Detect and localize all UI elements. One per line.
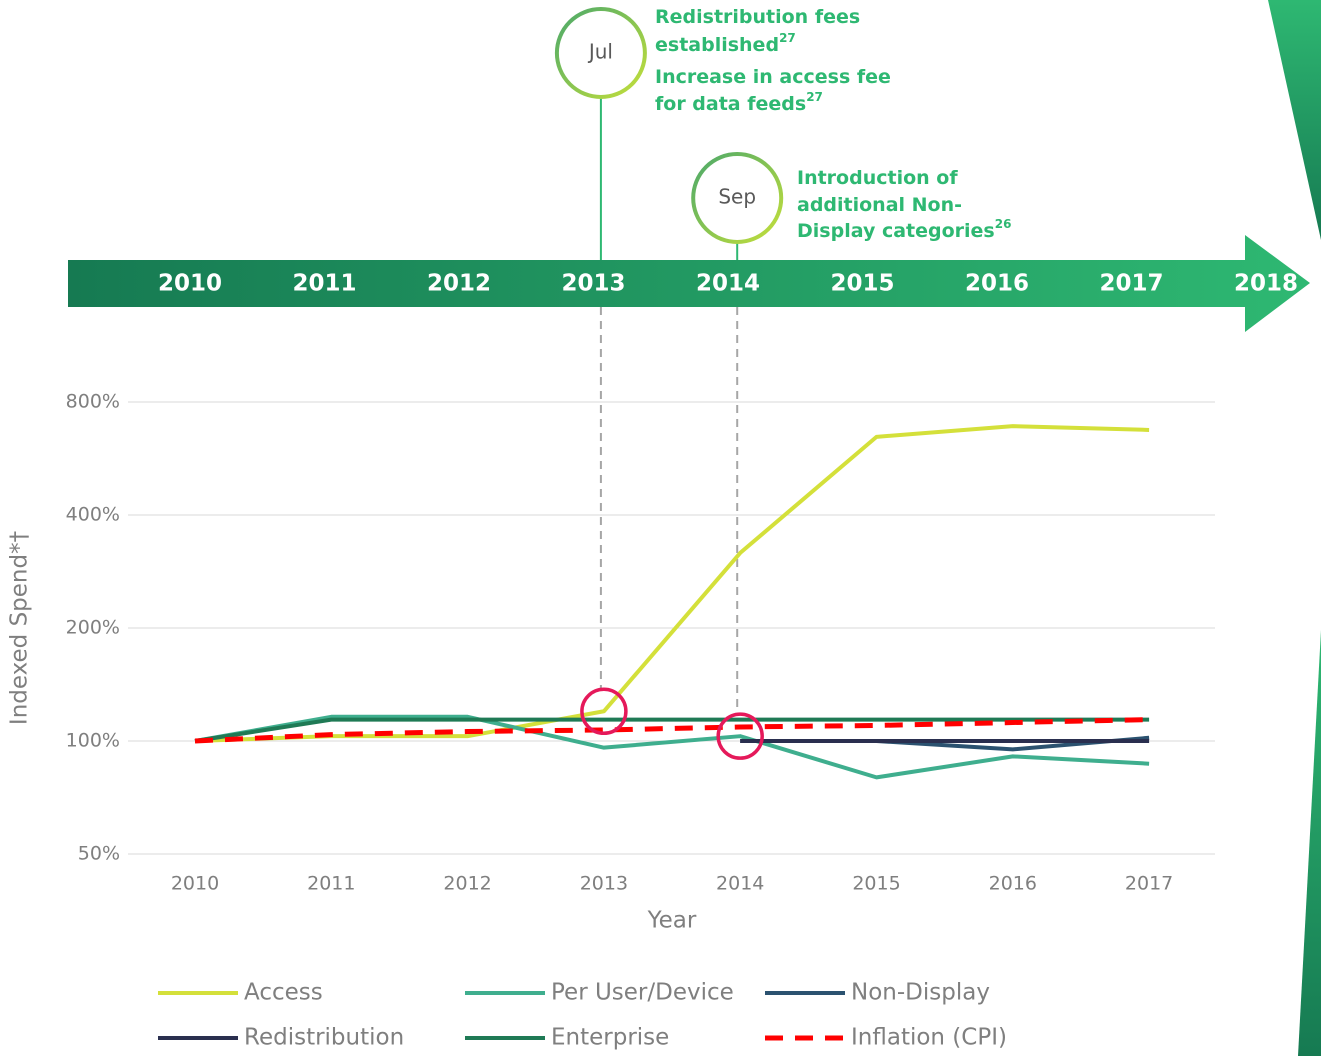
event-text: established27 xyxy=(655,31,796,56)
event-line: Increase in access fee xyxy=(655,66,891,88)
event-month: Jul xyxy=(587,40,613,64)
highlight-circle xyxy=(716,712,764,760)
y-tick-label: 200% xyxy=(66,617,120,639)
highlight-circle xyxy=(580,687,628,736)
x-axis-label: Year xyxy=(647,908,697,934)
timeline-year: 2015 xyxy=(830,271,894,297)
event-ring xyxy=(691,152,784,244)
legend-label: Redistribution xyxy=(244,1025,404,1051)
x-tick-label: 2012 xyxy=(443,873,491,895)
event-text: Display categories26 xyxy=(797,217,1011,242)
event-line: Display categories xyxy=(797,220,995,242)
decor xyxy=(1268,0,1321,240)
x-tick-label: 2011 xyxy=(307,873,355,895)
series-line xyxy=(194,714,1150,780)
legend-label: Enterprise xyxy=(551,1025,669,1051)
legend-label: Access xyxy=(244,980,323,1006)
timeline-year: 2017 xyxy=(1099,271,1163,297)
footnote-ref: 27 xyxy=(806,90,823,104)
footnote-ref: 26 xyxy=(995,217,1012,231)
event-line: for data feeds xyxy=(655,93,806,115)
y-tick-label: 400% xyxy=(66,504,120,526)
event-month: Sep xyxy=(718,185,756,209)
x-tick-label: 2017 xyxy=(1125,873,1173,895)
footnote-ref: 27 xyxy=(779,31,796,45)
event-text: for data feeds27 xyxy=(655,90,823,115)
legend-label: Per User/Device xyxy=(551,980,734,1006)
legend-label: Non-Display xyxy=(851,980,990,1006)
x-tick-label: 2014 xyxy=(716,873,764,895)
series-line xyxy=(194,424,1150,743)
event-text: additional Non- xyxy=(797,194,962,216)
timeline-year: 2018 xyxy=(1234,271,1298,297)
y-tick-label: 800% xyxy=(66,391,120,413)
event-text: Redistribution fees xyxy=(655,6,860,28)
timeline-arrow xyxy=(68,235,1310,332)
y-tick-label: 50% xyxy=(78,843,120,865)
timeline-year: 2012 xyxy=(427,271,491,297)
event-line: Introduction of xyxy=(797,167,958,189)
event-ring xyxy=(554,7,647,99)
x-tick-label: 2013 xyxy=(580,873,628,895)
event-line: additional Non- xyxy=(797,194,962,216)
legend-label: Inflation (CPI) xyxy=(851,1025,1007,1051)
event-text: Introduction of xyxy=(797,167,958,189)
x-tick-label: 2015 xyxy=(852,873,900,895)
timeline-year: 2014 xyxy=(696,271,760,297)
y-axis-label: Indexed Spend*† xyxy=(7,531,33,725)
timeline-year: 2011 xyxy=(292,271,356,297)
series-line xyxy=(194,717,1150,744)
x-tick-label: 2016 xyxy=(989,873,1037,895)
x-tick-label: 2010 xyxy=(171,873,219,895)
event-line: established xyxy=(655,34,779,56)
y-tick-label: 100% xyxy=(66,730,120,752)
series-line xyxy=(194,717,1150,743)
timeline-year: 2016 xyxy=(965,271,1029,297)
timeline-year: 2013 xyxy=(561,271,625,297)
event-text: Increase in access fee xyxy=(655,66,891,88)
decor xyxy=(1298,630,1321,1056)
event-line: Redistribution fees xyxy=(655,6,860,28)
timeline-year: 2010 xyxy=(158,271,222,297)
